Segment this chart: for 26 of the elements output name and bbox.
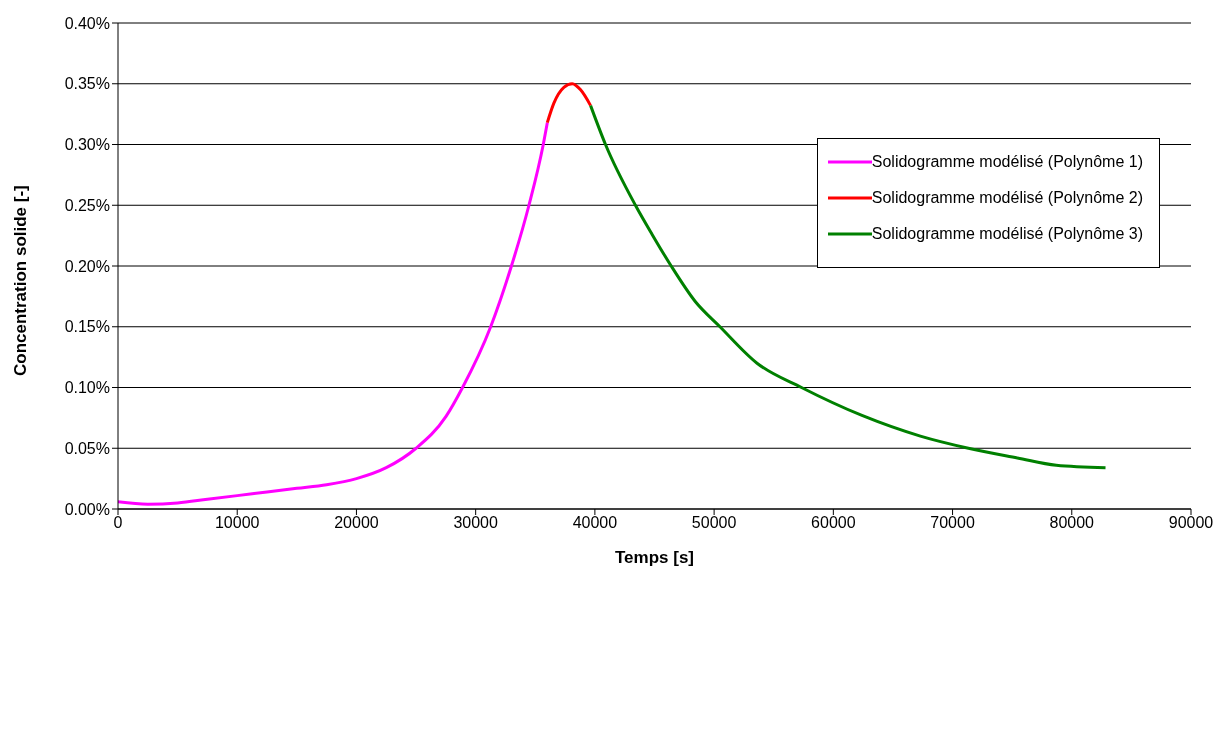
y-axis-title: Concentration solide [-] bbox=[11, 185, 31, 376]
x-tick-label: 80000 bbox=[1049, 514, 1095, 532]
y-tick-label: 0.05% bbox=[64, 439, 110, 457]
line-series bbox=[118, 121, 549, 506]
x-tick-label: 20000 bbox=[334, 514, 379, 532]
x-axis-title: Temps [s] bbox=[614, 548, 695, 567]
x-tick-label: 50000 bbox=[691, 514, 737, 532]
x-tick-label: 40000 bbox=[572, 514, 618, 532]
y-tick-label: 0.15% bbox=[64, 318, 110, 336]
x-tick-label: 60000 bbox=[811, 514, 856, 532]
y-tick-label: 0.00% bbox=[64, 500, 110, 518]
y-tick-label: 0.25% bbox=[64, 196, 110, 214]
x-tick-label: 70000 bbox=[930, 514, 975, 532]
y-tick-label: 0.40% bbox=[64, 14, 110, 32]
y-tick-label: 0.10% bbox=[64, 379, 110, 397]
y-tick-label: 0.30% bbox=[64, 136, 110, 154]
y-tick-label: 0.20% bbox=[64, 257, 110, 275]
legend-label: Solidogramme modélisé (Polynôme 3) bbox=[871, 225, 1143, 243]
y-tick-label: 0.35% bbox=[64, 75, 110, 93]
legend-label: Solidogramme modélisé (Polynôme 2) bbox=[871, 189, 1143, 207]
x-tick-label: 10000 bbox=[214, 514, 260, 532]
x-tick-label: 30000 bbox=[453, 514, 499, 532]
line-series bbox=[545, 82, 593, 125]
legend-label: Solidogramme modélisé (Polynôme 1) bbox=[871, 153, 1143, 171]
x-tick-label: 90000 bbox=[1168, 514, 1214, 532]
x-tick-label: 0 bbox=[113, 514, 123, 532]
